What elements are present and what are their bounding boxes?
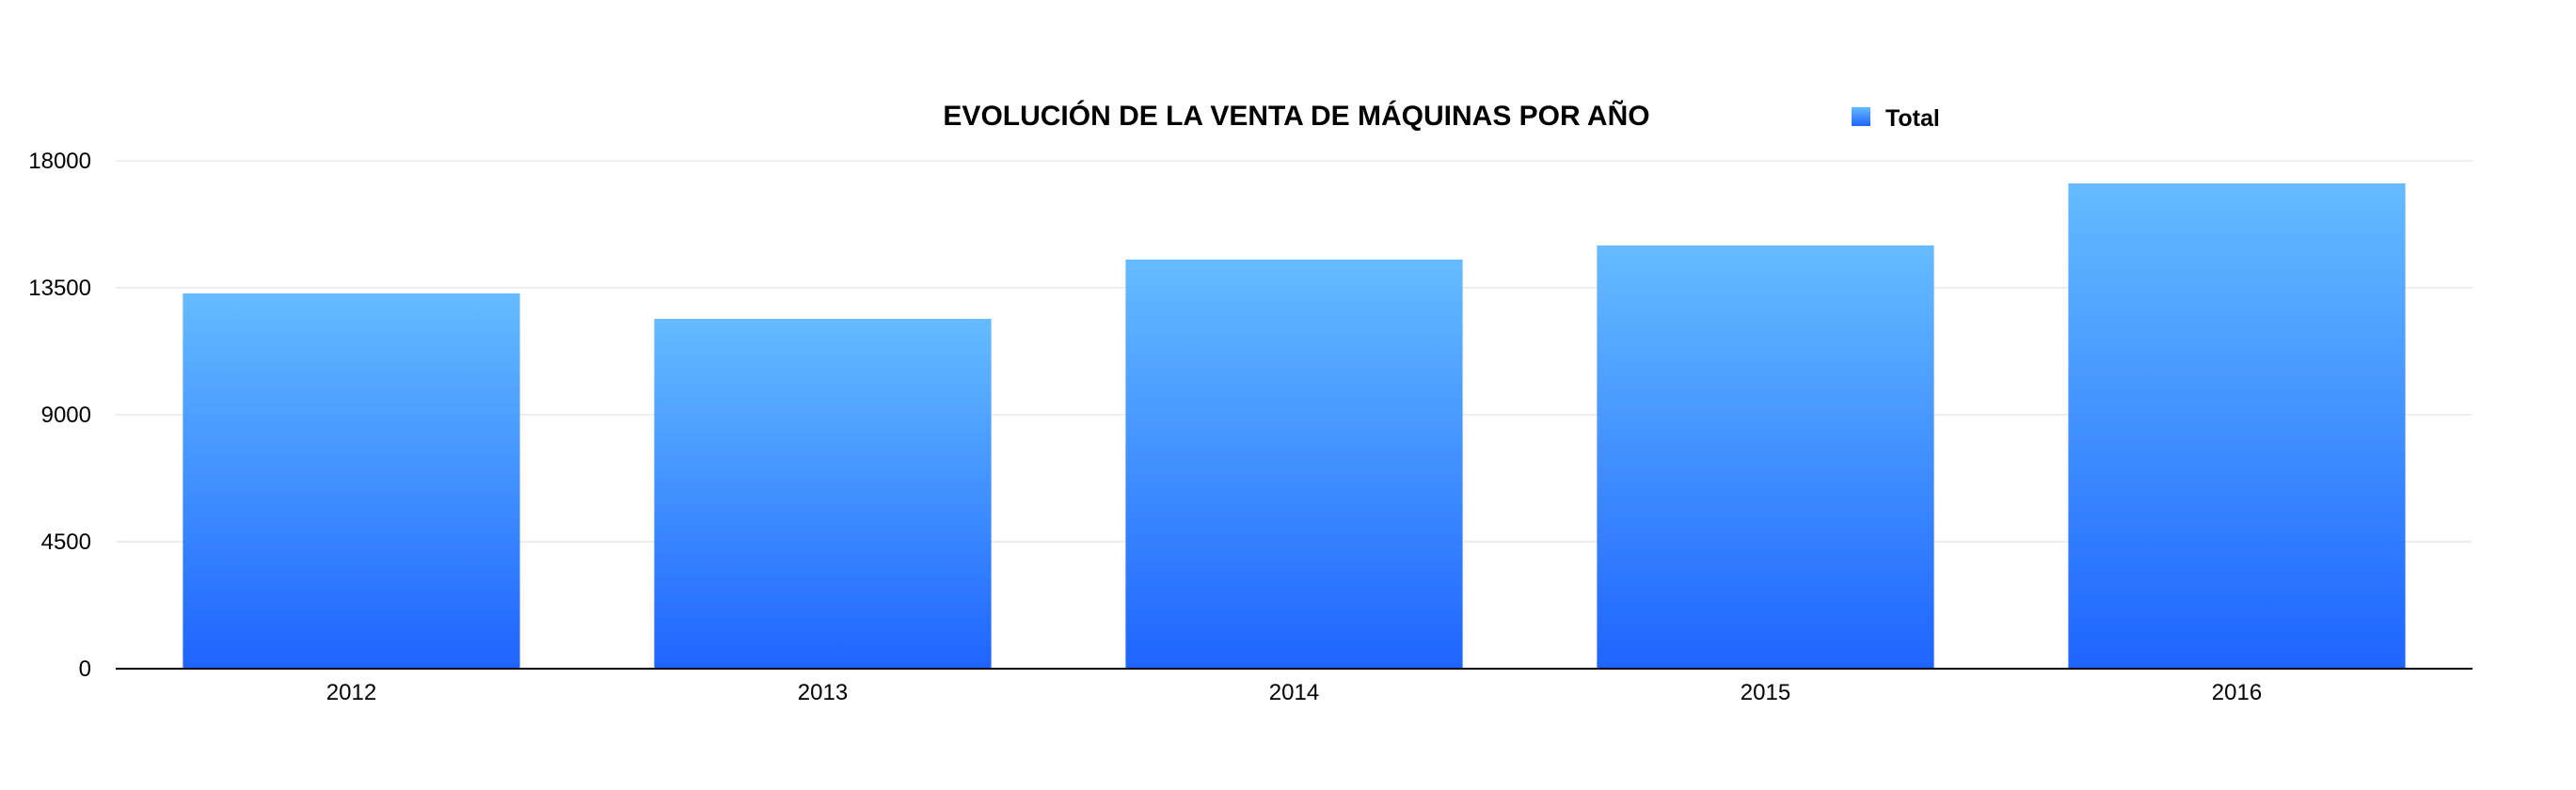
x-tick-label: 2014 [1269, 680, 1319, 705]
bar-2014 [1125, 260, 1463, 669]
x-tick-label: 2013 [798, 680, 848, 705]
bar-2015 [1597, 245, 1934, 669]
bar-2016 [2068, 183, 2406, 669]
chart-title: EVOLUCIÓN DE LA VENTA DE MÁQUINAS POR AÑ… [943, 100, 1649, 132]
y-tick-label: 4500 [41, 529, 91, 555]
legend: Total [1852, 105, 1940, 132]
x-tick-label: 2016 [2212, 680, 2262, 705]
y-axis-ticks: 0 4500 9000 13500 18000 [28, 149, 91, 682]
legend-label: Total [1885, 105, 1940, 132]
x-axis-ticks: 2012 2013 2014 2015 2016 [326, 680, 2262, 705]
x-tick-label: 2012 [326, 680, 376, 705]
y-tick-label: 0 [79, 656, 91, 682]
bar-2013 [654, 319, 992, 669]
y-tick-label: 9000 [41, 403, 91, 428]
bars [183, 183, 2406, 669]
x-tick-label: 2015 [1741, 680, 1790, 705]
y-tick-label: 13500 [28, 276, 91, 301]
bar-2012 [183, 293, 520, 669]
y-tick-label: 18000 [28, 149, 91, 174]
legend-swatch [1852, 107, 1870, 126]
